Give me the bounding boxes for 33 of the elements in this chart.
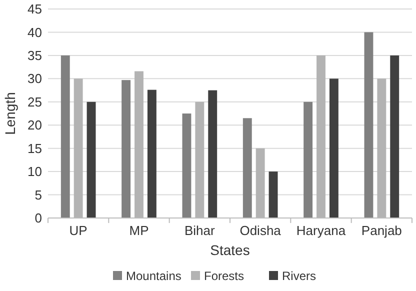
x-tick-label: MP [129, 223, 149, 238]
x-tick-label: Panjab [361, 223, 402, 238]
y-tick-label: 35 [28, 48, 42, 63]
legend-label: Mountains [126, 269, 182, 283]
bar [208, 90, 218, 218]
bar [147, 90, 156, 218]
legend-label: Forests [204, 269, 244, 283]
y-tick-label: 10 [28, 164, 42, 180]
y-tick-label: 45 [28, 2, 42, 17]
y-tick-label: 0 [34, 210, 42, 226]
bar [304, 102, 313, 218]
bar [182, 114, 192, 218]
x-tick-label: UP [69, 223, 88, 238]
x-tick-label: Bihar [184, 223, 216, 238]
y-tick-label: 5 [34, 187, 42, 202]
bar [60, 55, 70, 218]
y-tick-label: 25 [28, 94, 42, 110]
bar [122, 80, 131, 218]
x-tick-label: Odisha [240, 223, 282, 238]
bar [364, 32, 374, 218]
x-axis-title: States [210, 242, 250, 258]
y-axis-title: Length [2, 92, 18, 135]
x-tick-label: Haryana [296, 223, 346, 238]
bar [390, 55, 400, 218]
legend-label: Rivers [282, 269, 316, 283]
bar [329, 78, 338, 218]
y-tick-label: 20 [28, 118, 42, 133]
y-tick-label: 40 [28, 24, 42, 40]
y-tick-label: 30 [28, 71, 42, 86]
y-tick-label: 15 [28, 140, 42, 156]
bar [242, 118, 252, 218]
bar [86, 102, 96, 218]
bar [268, 172, 278, 218]
